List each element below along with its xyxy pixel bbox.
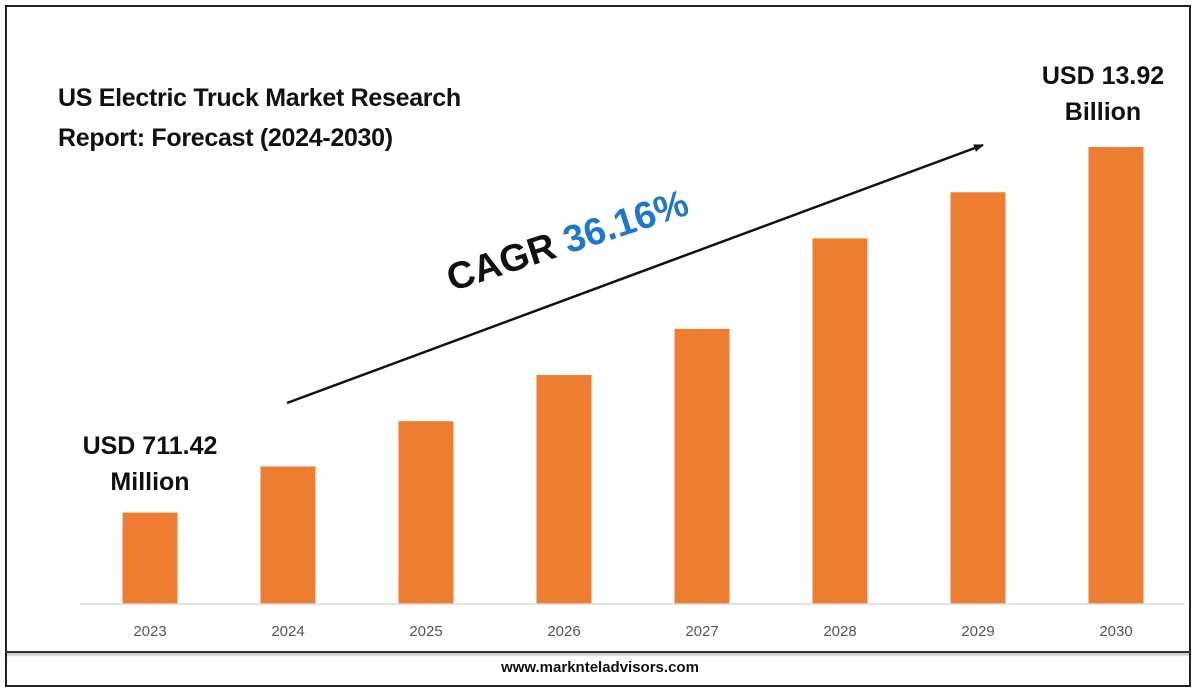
x-tick-label: 2028 xyxy=(823,623,856,640)
footer-divider xyxy=(5,651,1191,653)
bar-2025 xyxy=(398,421,454,604)
x-tick-label: 2025 xyxy=(409,623,442,640)
chart-title-line-1: US Electric Truck Market Research xyxy=(58,84,461,112)
start-value-amount: USD 711.42 xyxy=(82,432,218,460)
x-tick-label: 2024 xyxy=(271,623,304,640)
x-tick-label: 2027 xyxy=(685,623,718,640)
end-value-callout: USD 13.92 Billion xyxy=(1028,58,1178,130)
x-tick-label: 2026 xyxy=(547,623,580,640)
bar-2029 xyxy=(950,192,1006,604)
start-value-callout: USD 711.42 Million xyxy=(70,428,230,500)
chart-title-line-2: Report: Forecast (2024-2030) xyxy=(58,124,393,152)
bar-2030 xyxy=(1088,147,1144,604)
bar-2027 xyxy=(674,328,730,604)
x-tick-label: 2029 xyxy=(961,623,994,640)
x-tick-label: 2030 xyxy=(1099,623,1132,640)
end-value-unit: Billion xyxy=(1064,98,1142,126)
growth-arrow xyxy=(286,143,984,405)
start-value-unit: Million xyxy=(110,468,190,496)
bar-2028 xyxy=(812,238,868,604)
bar-2026 xyxy=(536,375,592,604)
bar-2024 xyxy=(260,466,316,604)
website-link[interactable]: www.marknteladvisors.com xyxy=(501,659,699,676)
end-value-amount: USD 13.92 xyxy=(1041,62,1165,90)
bar-2023 xyxy=(122,512,178,604)
x-tick-label: 2023 xyxy=(133,623,166,640)
